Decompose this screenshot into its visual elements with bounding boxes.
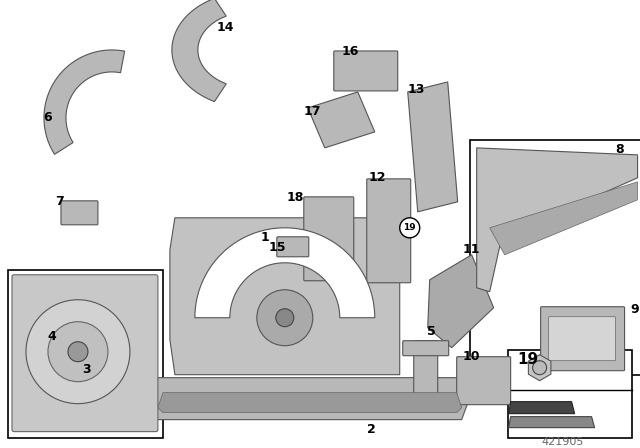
Polygon shape: [490, 182, 637, 255]
Text: 15: 15: [269, 241, 287, 254]
Text: 9: 9: [630, 303, 639, 316]
Polygon shape: [158, 392, 461, 413]
Text: 421905: 421905: [541, 437, 584, 447]
Polygon shape: [509, 402, 575, 414]
Text: 4: 4: [47, 330, 56, 343]
Polygon shape: [477, 148, 637, 292]
Text: 14: 14: [216, 22, 234, 34]
Text: 11: 11: [463, 243, 481, 256]
Polygon shape: [308, 92, 375, 148]
Polygon shape: [195, 228, 375, 318]
Text: 8: 8: [615, 143, 624, 156]
FancyBboxPatch shape: [334, 51, 397, 91]
Text: 16: 16: [341, 45, 358, 58]
FancyBboxPatch shape: [12, 275, 158, 431]
Text: 6: 6: [44, 112, 52, 125]
Circle shape: [68, 342, 88, 362]
Text: 19: 19: [518, 352, 539, 367]
Circle shape: [26, 300, 130, 404]
Circle shape: [257, 290, 313, 346]
Text: 1: 1: [260, 231, 269, 244]
Text: 2: 2: [367, 423, 376, 436]
Bar: [508, 350, 632, 438]
Circle shape: [400, 218, 420, 238]
FancyBboxPatch shape: [457, 357, 511, 405]
FancyBboxPatch shape: [367, 179, 411, 283]
Polygon shape: [150, 378, 470, 420]
Bar: [8, 270, 163, 438]
Bar: [470, 140, 640, 375]
Circle shape: [532, 361, 547, 375]
Circle shape: [276, 309, 294, 327]
FancyBboxPatch shape: [548, 317, 616, 361]
Text: 10: 10: [463, 350, 481, 363]
Text: 5: 5: [428, 325, 436, 338]
Text: 3: 3: [83, 363, 92, 376]
Polygon shape: [170, 218, 400, 375]
Polygon shape: [92, 318, 122, 412]
FancyBboxPatch shape: [403, 341, 449, 356]
Polygon shape: [408, 82, 458, 212]
Polygon shape: [172, 0, 226, 102]
FancyBboxPatch shape: [61, 201, 98, 225]
Polygon shape: [428, 255, 493, 348]
Text: 12: 12: [369, 171, 387, 184]
Text: 13: 13: [408, 83, 426, 96]
Circle shape: [48, 322, 108, 382]
Text: 17: 17: [304, 105, 321, 118]
Polygon shape: [509, 417, 595, 428]
FancyBboxPatch shape: [413, 341, 438, 395]
Polygon shape: [529, 355, 551, 381]
Text: 18: 18: [286, 191, 303, 204]
FancyBboxPatch shape: [541, 307, 625, 370]
FancyBboxPatch shape: [277, 237, 308, 257]
Text: 7: 7: [56, 195, 65, 208]
Polygon shape: [44, 50, 125, 154]
Text: 19: 19: [403, 223, 416, 233]
FancyBboxPatch shape: [304, 197, 354, 281]
